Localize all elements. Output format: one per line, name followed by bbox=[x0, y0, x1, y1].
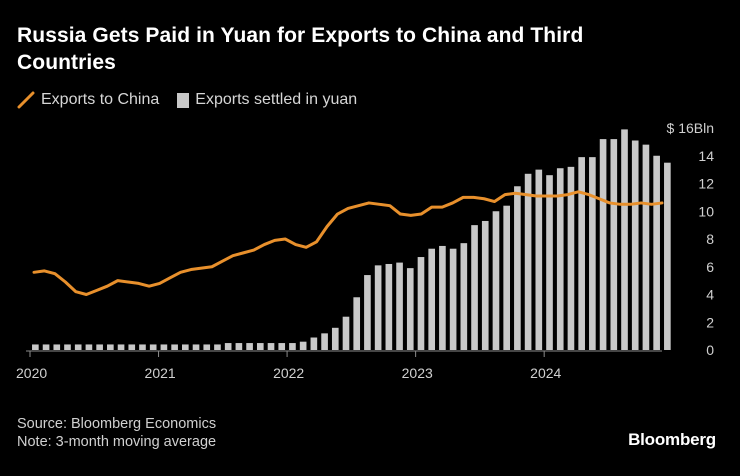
bar bbox=[96, 344, 103, 350]
bar bbox=[610, 139, 618, 350]
y-tick-label: 0 bbox=[706, 342, 714, 358]
bar bbox=[278, 343, 286, 350]
bar bbox=[214, 344, 221, 350]
x-tick-label: 2021 bbox=[145, 365, 176, 381]
bar bbox=[653, 155, 660, 350]
bar bbox=[246, 343, 253, 350]
bar bbox=[128, 344, 136, 350]
bar bbox=[524, 173, 532, 350]
bar bbox=[460, 243, 468, 350]
bar bbox=[299, 341, 307, 350]
y-tick-label: 8 bbox=[706, 231, 714, 247]
orange-line-icon bbox=[17, 91, 35, 109]
bar bbox=[224, 343, 232, 350]
bar bbox=[353, 297, 361, 350]
bar bbox=[331, 327, 339, 350]
bar bbox=[171, 344, 178, 350]
x-tick-label: 2020 bbox=[16, 365, 47, 381]
bar bbox=[396, 262, 403, 350]
bar bbox=[192, 344, 200, 350]
bar bbox=[310, 337, 318, 350]
bar bbox=[514, 186, 521, 350]
bar bbox=[556, 168, 564, 350]
bar bbox=[535, 169, 543, 351]
bar bbox=[439, 245, 446, 350]
bar bbox=[235, 343, 243, 350]
bar bbox=[160, 344, 168, 350]
bar bbox=[289, 343, 296, 350]
bar bbox=[149, 344, 157, 350]
bar bbox=[182, 344, 189, 350]
bar bbox=[117, 344, 125, 350]
bar bbox=[599, 139, 607, 350]
legend-label-exports-to-china: Exports to China bbox=[41, 91, 160, 108]
bar-series-exports-settled-in-yuan bbox=[32, 129, 671, 351]
bar bbox=[417, 257, 425, 350]
x-axis-ticks: 2020 2021 2022 2023 2024 bbox=[16, 351, 562, 381]
bar bbox=[481, 220, 489, 350]
bar bbox=[139, 344, 146, 350]
footer: Source: Bloomberg Economics Note: 3-mont… bbox=[17, 415, 216, 451]
bar bbox=[471, 225, 478, 351]
moving-average-note: Note: 3-month moving average bbox=[17, 434, 217, 450]
bar bbox=[546, 175, 553, 350]
bar bbox=[74, 344, 82, 350]
y-tick-label: $ 16Bln bbox=[667, 120, 714, 136]
bar bbox=[449, 248, 457, 350]
bar bbox=[203, 344, 211, 350]
bar bbox=[492, 211, 500, 350]
bar bbox=[85, 344, 93, 350]
y-axis-labels: 0 2 4 6 8 10 12 14 $ 16Bln bbox=[667, 120, 715, 358]
y-tick-label: 2 bbox=[706, 314, 714, 330]
bar bbox=[53, 344, 61, 350]
x-tick-label: 2024 bbox=[530, 365, 561, 381]
chart-area: 2020 2021 2022 2023 2024 0 2 4 6 8 10 12 14 $ 16Bln bbox=[16, 120, 715, 381]
bar bbox=[642, 144, 650, 350]
x-tick-label: 2022 bbox=[273, 365, 304, 381]
gray-bar-icon bbox=[177, 92, 190, 108]
y-tick-label: 10 bbox=[698, 203, 714, 219]
bar bbox=[503, 205, 510, 350]
bar bbox=[385, 263, 393, 350]
legend-item-exports-to-china: Exports to China bbox=[17, 91, 159, 109]
legend: Exports to China Exports settled in yuan bbox=[17, 89, 375, 111]
y-tick-label: 14 bbox=[698, 148, 714, 164]
legend-label-exports-settled-in-yuan: Exports settled in yuan bbox=[195, 91, 358, 108]
y-tick-label: 6 bbox=[706, 259, 714, 275]
source-note: Source: Bloomberg Economics bbox=[17, 416, 217, 432]
bar bbox=[621, 129, 628, 350]
bar bbox=[32, 344, 39, 350]
bar bbox=[631, 140, 639, 350]
line-series-exports-to-china bbox=[32, 190, 664, 296]
x-tick-label: 2023 bbox=[402, 365, 433, 381]
bar bbox=[664, 162, 671, 350]
y-tick-label: 4 bbox=[706, 287, 714, 303]
bar bbox=[374, 265, 382, 350]
y-tick-label: 12 bbox=[698, 176, 714, 192]
chart-title: Russia Gets Paid in Yuan for Exports to … bbox=[17, 24, 584, 74]
bloomberg-logo: Bloomberg bbox=[628, 430, 716, 449]
bar bbox=[364, 275, 371, 350]
bar bbox=[428, 248, 436, 350]
bar bbox=[64, 344, 71, 350]
bar bbox=[42, 344, 50, 350]
bar bbox=[567, 166, 575, 350]
bar bbox=[107, 344, 114, 350]
legend-item-exports-settled-in-yuan: Exports settled in yuan bbox=[177, 91, 357, 109]
bar bbox=[267, 343, 275, 350]
bar bbox=[406, 268, 414, 350]
bar bbox=[578, 157, 585, 350]
bar bbox=[589, 157, 596, 350]
bar bbox=[321, 333, 328, 350]
bar bbox=[256, 343, 264, 350]
bar bbox=[342, 316, 350, 350]
